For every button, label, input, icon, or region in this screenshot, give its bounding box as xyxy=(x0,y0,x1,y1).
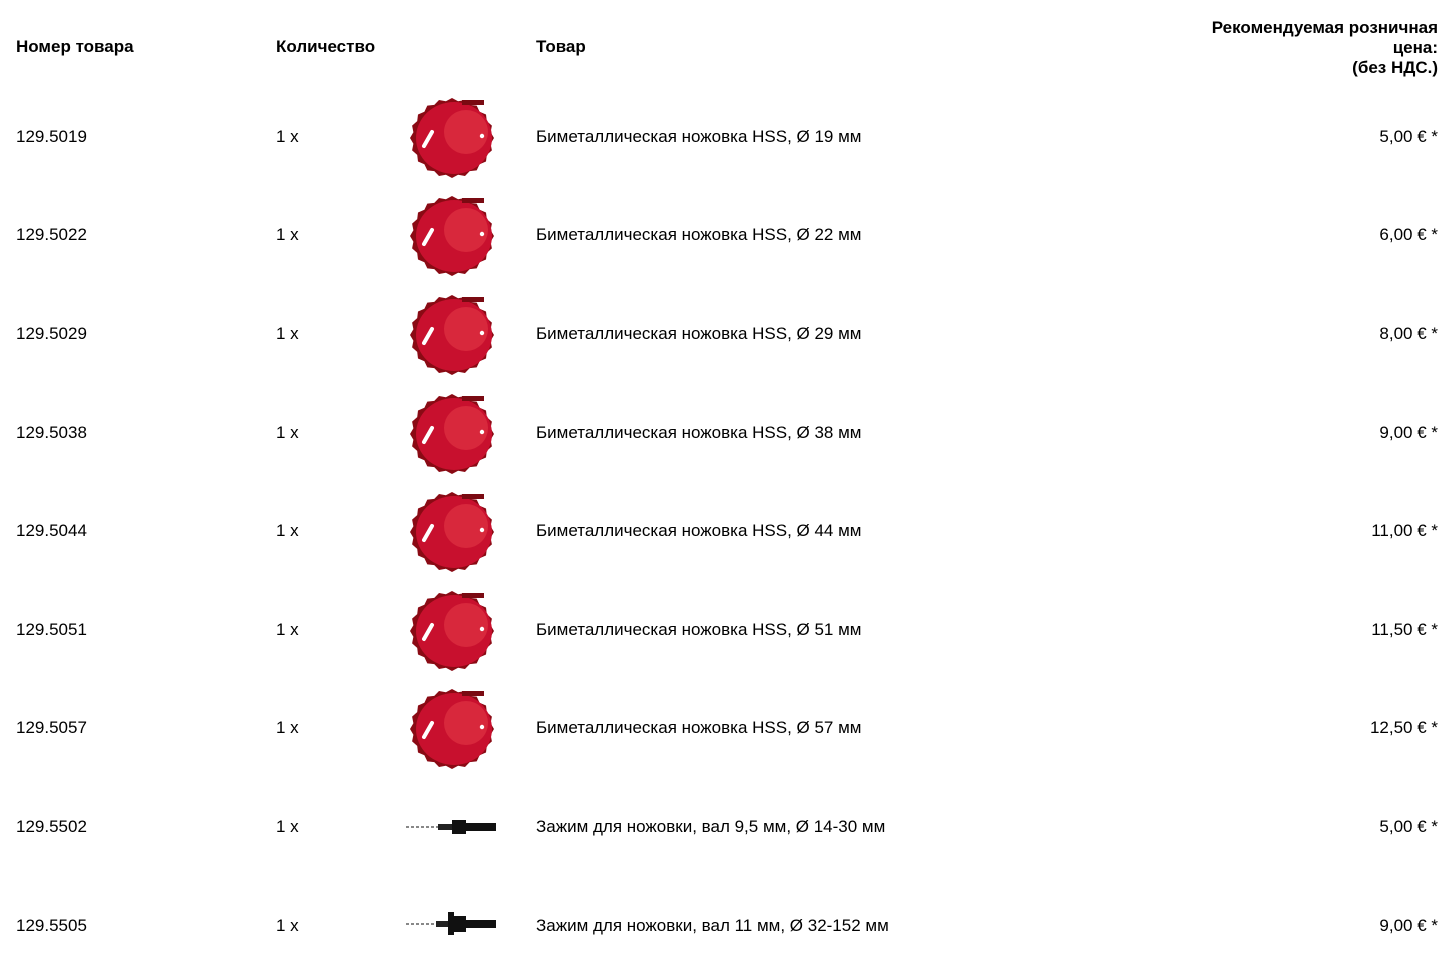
price: 9,00 € * xyxy=(1379,916,1438,935)
hole-saw-icon[interactable] xyxy=(400,390,500,476)
product-name[interactable]: Биметаллическая ножовка HSS, Ø 57 мм xyxy=(536,718,862,737)
price: 5,00 € * xyxy=(1379,127,1438,146)
table-row: 129.5051 1 x Биметаллическая ножовка HSS… xyxy=(0,581,1444,679)
item-number: 129.5029 xyxy=(16,324,87,343)
price-header-line-3: (без НДС.) xyxy=(1352,58,1438,77)
product-name[interactable]: Биметаллическая ножовка HSS, Ø 19 мм xyxy=(536,127,862,146)
quantity: 1 x xyxy=(276,521,299,540)
product-name[interactable]: Зажим для ножовки, вал 11 мм, Ø 32-152 м… xyxy=(536,916,889,935)
item-number: 129.5051 xyxy=(16,620,87,639)
table-header: Номер товара Количество Товар Рекомендуе… xyxy=(0,0,1444,90)
price: 12,50 € * xyxy=(1369,718,1438,737)
hole-saw-icon[interactable] xyxy=(400,685,500,771)
column-header-item-number: Номер товара xyxy=(16,37,134,56)
hole-saw-icon[interactable] xyxy=(400,291,500,377)
quantity: 1 x xyxy=(276,423,299,442)
item-number: 129.5022 xyxy=(16,225,87,244)
quantity: 1 x xyxy=(276,916,299,935)
table-row: 129.5057 1 x Биметаллическая ножовка HSS… xyxy=(0,679,1444,777)
table-row: 129.5502 1 x Зажим для ножовки, вал 9,5 … xyxy=(0,778,1444,876)
quantity: 1 x xyxy=(276,127,299,146)
price: 11,00 € * xyxy=(1371,521,1438,540)
item-number: 129.5057 xyxy=(16,718,87,737)
column-header-product: Товар xyxy=(536,37,586,56)
price: 6,00 € * xyxy=(1379,225,1438,244)
arbor-icon[interactable] xyxy=(400,784,500,870)
product-name[interactable]: Биметаллическая ножовка HSS, Ø 22 мм xyxy=(536,225,862,244)
table-row: 129.5044 1 x Биметаллическая ножовка HSS… xyxy=(0,482,1444,580)
product-name[interactable]: Биметаллическая ножовка HSS, Ø 44 мм xyxy=(536,521,862,540)
price: 5,00 € * xyxy=(1379,817,1438,836)
price-header-line-1: Рекомендуемая розничная xyxy=(1211,18,1438,37)
arbor-large-icon[interactable] xyxy=(400,878,500,935)
price: 11,50 € * xyxy=(1371,620,1438,639)
item-number: 129.5044 xyxy=(16,521,87,540)
item-number: 129.5019 xyxy=(16,127,87,146)
table-row: 129.5505 1 x Зажим для ножовки, вал 11 м… xyxy=(0,876,1444,974)
product-name[interactable]: Зажим для ножовки, вал 9,5 мм, Ø 14-30 м… xyxy=(536,817,886,836)
table-row: 129.5029 1 x Биметаллическая ножовка HSS… xyxy=(0,285,1444,383)
column-header-price: Рекомендуемая розничная цена: (без НДС.) xyxy=(1138,18,1438,78)
hole-saw-icon[interactable] xyxy=(400,94,500,180)
quantity: 1 x xyxy=(276,817,299,836)
quantity: 1 x xyxy=(276,225,299,244)
price: 8,00 € * xyxy=(1379,324,1438,343)
quantity: 1 x xyxy=(276,324,299,343)
product-name[interactable]: Биметаллическая ножовка HSS, Ø 38 мм xyxy=(536,423,862,442)
quantity: 1 x xyxy=(276,620,299,639)
column-header-quantity: Количество xyxy=(276,37,376,56)
item-number: 129.5502 xyxy=(16,817,87,836)
table-row: 129.5038 1 x Биметаллическая ножовка HSS… xyxy=(0,384,1444,482)
hole-saw-icon[interactable] xyxy=(400,587,500,673)
item-number: 129.5505 xyxy=(16,916,87,935)
quantity: 1 x xyxy=(276,718,299,737)
hole-saw-icon[interactable] xyxy=(400,488,500,574)
price-header-line-2: цена: xyxy=(1392,38,1438,57)
product-name[interactable]: Биметаллическая ножовка HSS, Ø 51 мм xyxy=(536,620,862,639)
hole-saw-icon[interactable] xyxy=(400,192,500,278)
item-number: 129.5038 xyxy=(16,423,87,442)
table-row: 129.5022 1 x Биметаллическая ножовка HSS… xyxy=(0,186,1444,284)
product-name[interactable]: Биметаллическая ножовка HSS, Ø 29 мм xyxy=(536,324,862,343)
table-row: 129.5019 1 x Биметаллическая ножовка HSS… xyxy=(0,88,1444,186)
price: 9,00 € * xyxy=(1379,423,1438,442)
